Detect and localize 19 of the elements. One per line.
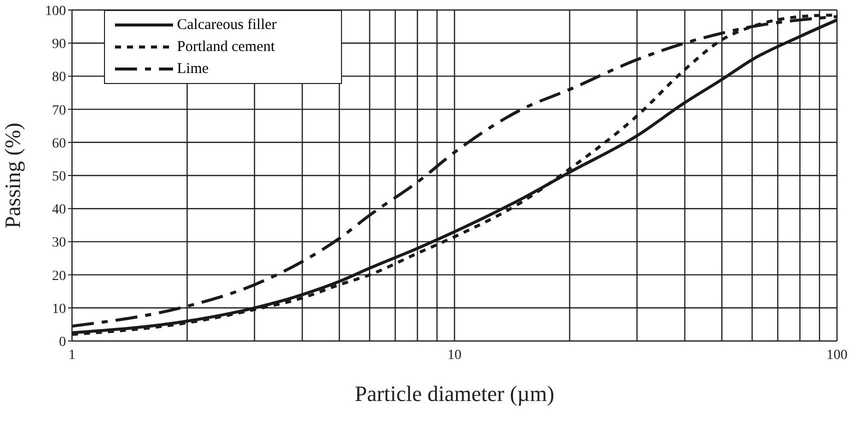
y-tick-label: 90	[52, 37, 66, 52]
y-tick-label: 50	[52, 169, 66, 184]
legend-label: Calcareous filler	[177, 16, 277, 34]
x-axis-title: Particle diameter (µm)	[354, 381, 554, 406]
y-tick-label: 60	[52, 136, 66, 152]
y-tick-label: 70	[52, 103, 66, 118]
x-tick-label: 10	[448, 348, 462, 363]
y-tick-label: 30	[52, 236, 66, 251]
y-tick-label: 40	[52, 202, 66, 218]
y-tick-label: 10	[52, 302, 66, 317]
y-tick-label: 100	[45, 4, 66, 19]
legend-label: Portland cement	[177, 38, 275, 56]
x-tick-label: 1	[68, 348, 76, 363]
y-tick-label: 80	[52, 70, 66, 86]
y-tick-label: 0	[59, 334, 66, 350]
legend-label: Lime	[177, 60, 209, 78]
y-tick-label: 20	[52, 268, 66, 284]
x-tick-label: 100	[826, 348, 848, 363]
y-axis-title: Passing (%)	[0, 122, 25, 228]
